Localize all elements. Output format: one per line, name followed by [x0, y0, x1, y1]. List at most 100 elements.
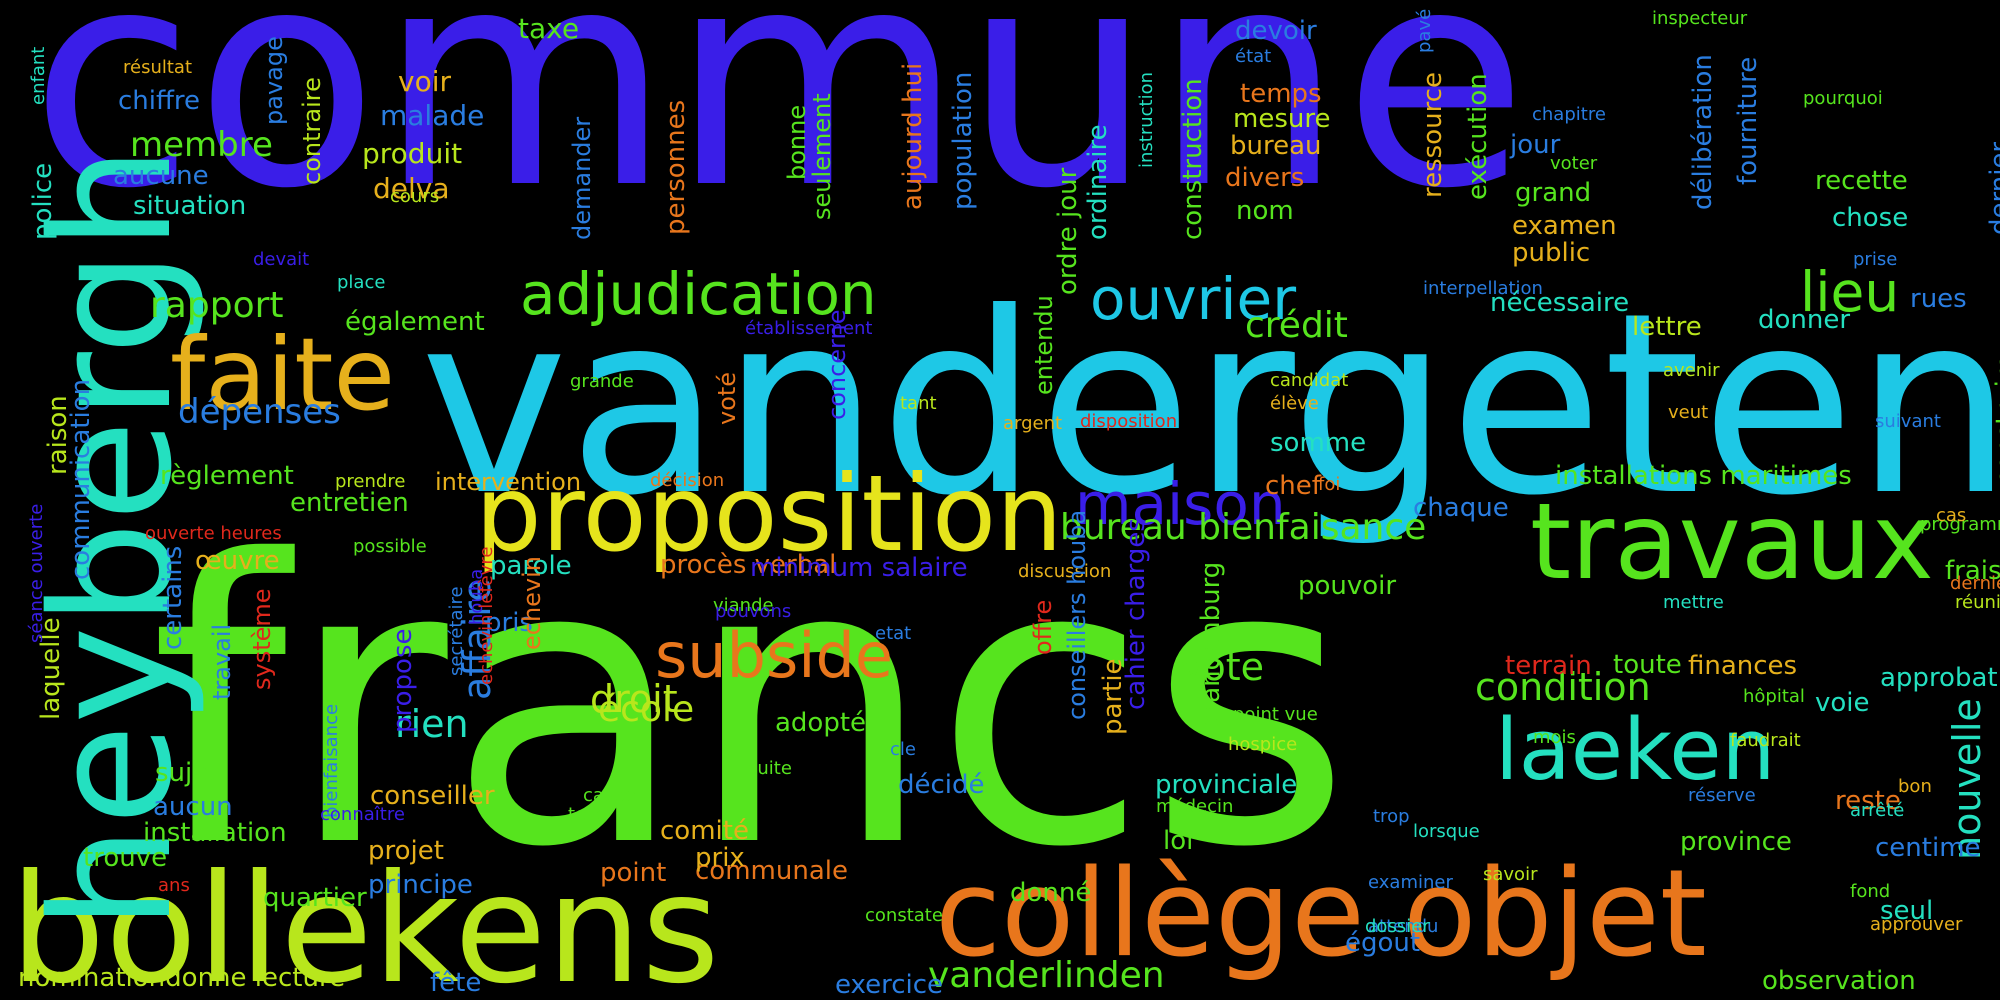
- word-subside: subside: [655, 619, 893, 692]
- word-devoir: devoir: [1235, 16, 1317, 46]
- word-communication: communication: [66, 378, 96, 580]
- word-ouverte-heures: ouverte heures: [145, 523, 282, 544]
- word-comite: comité: [660, 816, 749, 846]
- word-centime: centime: [1875, 833, 1981, 863]
- word-medecin: médecin: [1156, 796, 1234, 817]
- word-chef: chef: [1265, 471, 1321, 501]
- word-pouvons: pouvons: [715, 601, 792, 622]
- word-proposition: proposition: [475, 453, 1063, 575]
- word-telle: telle: [568, 804, 608, 825]
- word-execution: exécution: [1463, 73, 1493, 200]
- word-lieu: lieu: [1800, 260, 1900, 324]
- word-possible: possible: [353, 536, 427, 557]
- word-approuver: approuver: [1870, 914, 1963, 935]
- word-bonne: bonne: [783, 104, 811, 180]
- word-cle: cle: [890, 739, 916, 760]
- word-depenses: dépenses: [178, 392, 341, 432]
- word-droit: droit: [590, 677, 678, 721]
- word-grand: grand: [1515, 178, 1592, 208]
- word-lorsque: lorsque: [1413, 821, 1480, 842]
- word-certains: certains: [158, 545, 188, 650]
- word-foi: foi: [1318, 474, 1341, 495]
- word-nom: nom: [1236, 196, 1294, 226]
- word-connaitre: connaître: [320, 804, 405, 825]
- word-installations-maritimes: installations maritimes: [1555, 461, 1852, 491]
- word-nominationdonne-lecture: nominationdonne lecture: [18, 963, 346, 993]
- word-brandenburg: brandenburg: [1196, 561, 1226, 730]
- word-examen: examen: [1512, 211, 1617, 241]
- word-vandergeten: vandergeten: [420, 259, 2000, 550]
- word-aucune: aucune: [113, 161, 209, 191]
- word-quartier: quartier: [263, 883, 367, 913]
- word-province: province: [1680, 827, 1792, 857]
- word-vanderlinden: vanderlinden: [928, 955, 1165, 996]
- word-seance-ouverte: séance ouverte: [26, 503, 47, 643]
- word-installation: installation: [143, 818, 287, 848]
- word-faudrait: faudrait: [1730, 730, 1801, 751]
- word-observation: observation: [1762, 966, 1916, 996]
- word-eleve: élève: [1270, 393, 1319, 414]
- word-toute: toute: [1613, 650, 1682, 680]
- word-adopte: adopté: [775, 708, 867, 738]
- word-entretien: entretien: [290, 488, 409, 518]
- word-mesure: mesure: [1233, 104, 1331, 134]
- word-aucun: aucun: [153, 792, 233, 822]
- word-exercice: exercice: [835, 970, 944, 1000]
- word-interpellation: interpellation: [1423, 278, 1543, 299]
- word-tant: tant: [900, 393, 937, 414]
- word-dernier: dernier: [1985, 141, 2000, 235]
- word-voie: voie: [1815, 688, 1870, 718]
- word-suivant: suivant: [1875, 411, 1941, 432]
- word-etat: etat: [875, 623, 912, 644]
- word-reglement: règlement: [160, 461, 294, 491]
- word-college-objet: collège objet: [935, 845, 1707, 984]
- word-etablissement: établissement: [745, 318, 873, 339]
- word-ordinaire: ordinaire: [1083, 124, 1113, 240]
- word-frais: frais: [1945, 556, 2000, 586]
- word-recette: recette: [1815, 166, 1908, 196]
- word-disposition: disposition: [1080, 411, 1178, 432]
- word-principe: principe: [368, 870, 473, 900]
- word-hospice: hospice: [1228, 734, 1298, 755]
- word-inspecteur: inspecteur: [1652, 8, 1748, 29]
- word-chaque: chaque: [1413, 493, 1509, 523]
- word-taxe: taxe: [518, 12, 580, 45]
- word-programme: programme: [1920, 514, 2000, 535]
- word-dossier: dossier: [1365, 916, 1430, 937]
- word-francs: francs: [150, 478, 1352, 932]
- word-contraire: contraire: [298, 77, 326, 185]
- word-decide: décidé: [898, 770, 985, 800]
- word-trouve: trouve: [83, 843, 168, 873]
- word-conseillers-houba: conseillers houba: [1063, 509, 1091, 720]
- word-mettre: mettre: [1663, 592, 1724, 613]
- word-provinciale: provinciale: [1155, 770, 1298, 800]
- word-projet: projet: [368, 836, 444, 866]
- word-minimum-salaire: minimum salaire: [750, 553, 968, 583]
- word-discussion: discussion: [1018, 561, 1112, 582]
- word-bureau-bienfaisance: bureau bienfaisance: [1060, 507, 1427, 548]
- word-donne: donné: [1010, 878, 1092, 908]
- word-bon: bon: [1898, 776, 1932, 797]
- word-ressource: ressource: [1418, 71, 1448, 198]
- word-prendre: prendre: [335, 471, 406, 492]
- word-cause: cause: [583, 785, 636, 806]
- word-mois: mois: [1533, 727, 1576, 748]
- word-reste: reste: [1835, 786, 1901, 816]
- word-public: public: [1512, 238, 1591, 268]
- word-seul: seul: [1880, 896, 1934, 926]
- word-jour: jour: [1510, 130, 1561, 160]
- word-systeme: système: [248, 588, 276, 690]
- word-ecole: école: [598, 689, 695, 730]
- word-travaux: travaux: [1530, 481, 1934, 603]
- word-instruction: instruction: [1136, 71, 1157, 168]
- word-sujet: sujet: [155, 758, 219, 788]
- word-point: point: [600, 858, 667, 888]
- word-construire: construire: [1991, 354, 2000, 485]
- word-fourniture: fourniture: [1733, 56, 1763, 185]
- word-chiffre: chiffre: [118, 86, 201, 116]
- word-population: population: [948, 71, 978, 210]
- word-intervention: intervention: [435, 468, 582, 496]
- word-argent: argent: [1003, 413, 1063, 434]
- word-devait: devait: [253, 249, 310, 270]
